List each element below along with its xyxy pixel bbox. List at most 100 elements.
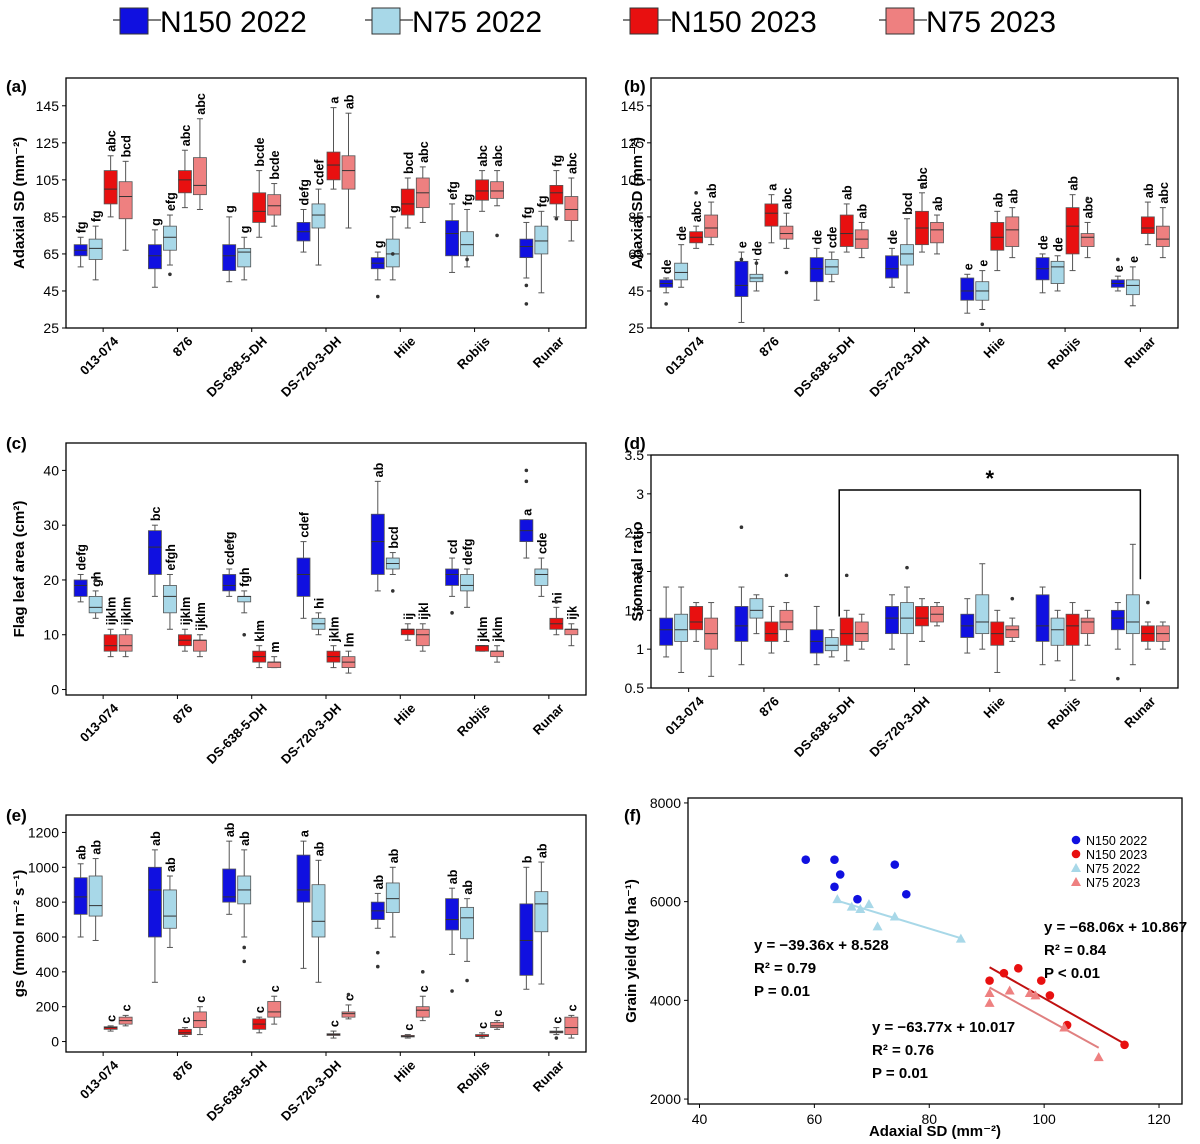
y-tick-label: 65 bbox=[43, 246, 59, 262]
significance-letter: e bbox=[735, 241, 749, 248]
fit-line-n75-2023 bbox=[989, 986, 1100, 1049]
box-body bbox=[960, 277, 975, 301]
x-tick-label-robijs: Robijs bbox=[454, 1058, 493, 1097]
y-tick-label: 600 bbox=[36, 929, 60, 945]
box-n150-2022-robijs: ab bbox=[445, 869, 460, 955]
box-body bbox=[267, 661, 282, 669]
panel-c: (c) 0 10 20 30 40 Flag leaf area (cm²) 013-074 8… bbox=[6, 434, 587, 767]
x-tick-label-hiie: Hiie bbox=[391, 334, 418, 361]
x-tick-label: 60 bbox=[807, 1111, 823, 1127]
outlier-point bbox=[1010, 596, 1015, 601]
box-n150-2022-hiie bbox=[960, 598, 975, 654]
significance-letter: ab bbox=[75, 845, 89, 860]
y-tick-label: 1200 bbox=[28, 824, 59, 840]
box-n150-2022-runar bbox=[1110, 602, 1125, 650]
significance-letter: ab bbox=[149, 831, 163, 846]
box-body bbox=[326, 151, 341, 181]
y-tick-label: 20 bbox=[43, 572, 59, 588]
regression-annotation-2: y = −68.06x + 10.867 R² = 0.84 P < 0.01 bbox=[1044, 919, 1187, 982]
box-n75-2023-runar: abc bbox=[1155, 182, 1171, 259]
x-tick-label-ds-638-5-dh: DS-638-5-DH bbox=[791, 694, 857, 760]
significance-letter: ab bbox=[931, 196, 945, 211]
point-n75-2023 bbox=[1004, 985, 1015, 995]
significance-letter: abc bbox=[491, 145, 505, 167]
box-body bbox=[975, 594, 990, 635]
significance-star: * bbox=[986, 466, 995, 491]
significance-letter: ijklm bbox=[194, 602, 208, 631]
box-n150-2022-ds-638-5-dh: cdefg bbox=[222, 532, 237, 597]
significance-letter: hi bbox=[550, 592, 564, 603]
y-tick-label: 65 bbox=[628, 246, 644, 262]
outlier-point bbox=[465, 978, 469, 983]
point-n150-2022 bbox=[890, 860, 900, 869]
outlier-point bbox=[554, 600, 559, 604]
y-tick-label: 4000 bbox=[650, 992, 681, 1008]
box-n75-2022-hiie: g bbox=[385, 205, 401, 281]
significance-letter: efg bbox=[164, 192, 178, 211]
x-tick-label-runar: Runar bbox=[530, 334, 567, 371]
significance-letter: abc bbox=[690, 201, 704, 223]
y-axis-label: Grain yield (kg ha⁻¹) bbox=[623, 879, 640, 1023]
box-body bbox=[1110, 609, 1125, 631]
significance-letter: abc bbox=[780, 188, 794, 210]
scatter-legend-n75-2022: N75 2022 bbox=[1071, 862, 1140, 876]
outlier-point bbox=[1116, 676, 1120, 681]
legend-marker bbox=[1071, 835, 1081, 845]
significance-letter: g bbox=[149, 218, 163, 226]
box-body bbox=[534, 891, 549, 933]
significance-letter: ab bbox=[238, 831, 252, 846]
box-n150-2023-hiie: ab bbox=[990, 192, 1005, 272]
significance-letter: ab bbox=[387, 848, 401, 863]
box-body bbox=[490, 1021, 504, 1029]
box-body bbox=[88, 238, 103, 260]
box-body bbox=[88, 595, 103, 614]
x-tick-label: 120 bbox=[1147, 1111, 1171, 1127]
significance-letter: ab bbox=[223, 822, 237, 837]
significance-letter: de bbox=[750, 241, 764, 256]
y-tick-label: 40 bbox=[43, 462, 59, 478]
box-n150-2022-ds-720-3-dh: de bbox=[885, 230, 900, 288]
box-body bbox=[674, 262, 689, 281]
box-n75-2022-013-074: de bbox=[674, 226, 689, 288]
box-n75-2022-ds-720-3-dh: cdef bbox=[311, 159, 327, 266]
box-n150-2022-876: ab bbox=[148, 831, 163, 983]
x-tick-label-013-074: 013-074 bbox=[662, 693, 707, 738]
box-body bbox=[490, 650, 504, 658]
x-tick-label-013-074: 013-074 bbox=[662, 333, 707, 378]
fit-line-n150-2023 bbox=[989, 966, 1126, 1045]
box-body bbox=[1050, 260, 1065, 284]
significance-letter: bcd bbox=[402, 152, 416, 174]
significance-letter: de bbox=[886, 230, 900, 245]
box-n75-2022-runar: e bbox=[1125, 256, 1141, 307]
box-n75-2022-robijs: defg bbox=[460, 539, 475, 608]
significance-letter: de bbox=[811, 230, 825, 245]
legend-entry-n150-2023: N150 2023 bbox=[623, 6, 817, 39]
regression-annotation-1: y = −39.36x + 8.528 R² = 0.79 P = 0.01 bbox=[754, 937, 889, 1000]
significance-letter: b bbox=[520, 855, 534, 863]
x-tick-label-ds-720-3-dh: DS-720-3-DH bbox=[866, 334, 932, 400]
x-tick-label-ds-638-5-dh: DS-638-5-DH bbox=[204, 1058, 270, 1124]
x-axis-label: Adaxial SD (mm⁻²) bbox=[869, 1123, 1001, 1140]
box-n150-2022-876: bc bbox=[148, 507, 163, 597]
outlier-point bbox=[242, 959, 247, 964]
box-n150-2022-robijs: de bbox=[1035, 235, 1051, 294]
outlier-point bbox=[524, 479, 529, 484]
y-axis-label: Adaxial SD (mm⁻²) bbox=[11, 137, 28, 269]
significance-letter: ijklm bbox=[179, 597, 193, 626]
box-body bbox=[163, 889, 177, 929]
significance-letter: ijklm bbox=[120, 597, 134, 626]
y-tick-label: 0 bbox=[51, 682, 59, 698]
y-tick-label: 400 bbox=[36, 964, 60, 980]
box-body bbox=[163, 585, 177, 614]
box-body bbox=[824, 637, 839, 652]
point-n75-2023 bbox=[1059, 1022, 1070, 1032]
legend-entry-n75-2023: N75 2023 bbox=[879, 6, 1056, 39]
box-n75-2023-013-074 bbox=[704, 602, 719, 677]
box-n150-2022-013-074: ab bbox=[73, 845, 89, 938]
regression-annotation-3: y = −63.77x + 10.017 R² = 0.76 P = 0.01 bbox=[872, 1019, 1015, 1082]
box-n150-2022-runar: e bbox=[1110, 265, 1126, 292]
significance-letter: fgh bbox=[238, 567, 252, 586]
box-body bbox=[779, 225, 794, 240]
significance-letter: ab bbox=[535, 843, 549, 858]
x-tick-label-hiie: Hiie bbox=[980, 334, 1007, 361]
